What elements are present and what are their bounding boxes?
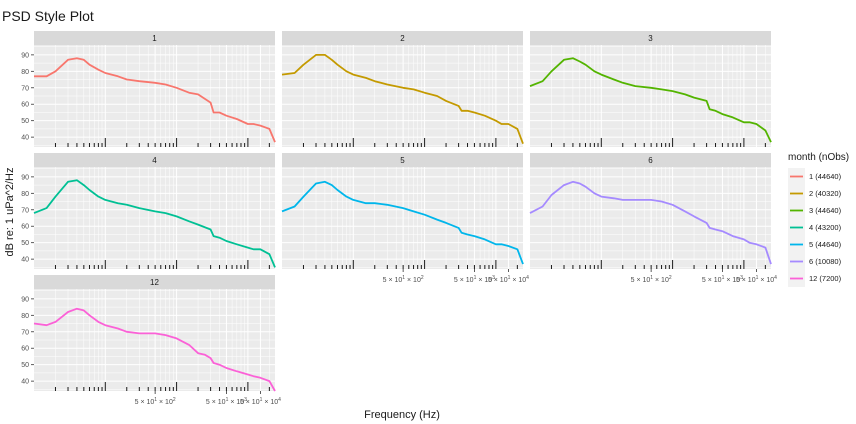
y-tick-label: 90 [21, 174, 29, 181]
y-tick-label: 80 [21, 313, 29, 320]
x-tick-label: 5 × 101 × 102 [135, 397, 176, 406]
x-axis-title: Frequency (Hz) [364, 409, 440, 421]
series-line-1 [34, 57, 276, 143]
facet-strip-6 [530, 153, 771, 167]
facet-strip-label: 6 [648, 156, 653, 165]
chart-title: PSD Style Plot [2, 8, 94, 24]
legend-item-4: 4 (43200) [788, 219, 842, 236]
legend-item-12: 12 (7200) [788, 270, 842, 287]
legend-label: 12 (7200) [809, 274, 842, 283]
legend-label: 5 (44640) [809, 240, 842, 249]
legend-label: 6 (10080) [809, 257, 842, 266]
y-tick-label: 40 [21, 135, 29, 142]
legend-item-6: 6 (10080) [788, 253, 842, 270]
facet-strip-4 [34, 153, 275, 167]
facet-strip-label: 4 [152, 156, 157, 165]
x-tick-label: 5 × 101 × 102 [631, 275, 672, 284]
series-line-5 [281, 180, 524, 265]
y-tick-label: 70 [21, 207, 29, 214]
facet-strip-label: 5 [400, 156, 405, 165]
facet-strip-2 [282, 31, 523, 45]
facet-panel-4: 4 40 50 60 70 80 90 [21, 153, 276, 269]
y-tick-label: 50 [21, 240, 29, 247]
x-tick-label: 5 × 101 × 104 [488, 275, 529, 284]
series-line-4 [33, 179, 276, 268]
x-tick-label: 5 × 101 × 104 [240, 397, 281, 406]
facet-panel-3: 3 [529, 31, 772, 147]
y-tick-label: 60 [21, 346, 29, 353]
series-line-12 [33, 307, 276, 392]
facet-strip-label: 2 [400, 34, 405, 43]
x-tick-label: 5 × 101 × 103 [206, 397, 247, 406]
x-tick-label: 5 × 101 × 103 [702, 275, 743, 284]
facet-strip-label: 1 [152, 34, 157, 43]
facet-panel-12: 12 40 50 60 70 80 90 5 × 101 × 102 5 × 101 × 103… [21, 275, 281, 406]
y-tick-label: 60 [21, 224, 29, 231]
legend-item-5: 5 (44640) [788, 236, 842, 253]
facet-strip-3 [530, 31, 771, 45]
facet-strip-label: 3 [648, 34, 653, 43]
legend-label: 2 (40320) [809, 189, 842, 198]
legend: month (nObs) 1 (44640) 2 (40320) 3 (44640)… [788, 152, 849, 287]
legend-item-3: 3 (44640) [788, 202, 842, 219]
facet-strip-1 [34, 31, 275, 45]
y-tick-label: 90 [21, 52, 29, 59]
y-tick-label: 50 [21, 362, 29, 369]
y-tick-label: 60 [21, 102, 29, 109]
facet-strip-5 [282, 153, 523, 167]
y-tick-label: 80 [21, 191, 29, 198]
y-tick-label: 70 [21, 329, 29, 336]
facet-panel-1: 1 40 50 60 70 80 90 [21, 31, 276, 147]
legend-label: 4 (43200) [809, 223, 842, 232]
legend-title: month (nObs) [788, 152, 849, 163]
series-line-3 [529, 57, 772, 143]
y-tick-label: 80 [21, 69, 29, 76]
x-tick-label: 5 × 101 × 103 [454, 275, 495, 284]
y-tick-label: 70 [21, 85, 29, 92]
series-line-2 [281, 54, 524, 145]
x-tick-label: 5 × 101 × 104 [736, 275, 777, 284]
legend-item-1: 1 (44640) [788, 168, 842, 185]
series-line-6 [529, 180, 772, 265]
facet-strip-12 [34, 275, 275, 289]
legend-label: 3 (44640) [809, 206, 842, 215]
y-tick-label: 40 [21, 379, 29, 386]
y-tick-label: 90 [21, 296, 29, 303]
x-tick-label: 5 × 101 × 102 [383, 275, 424, 284]
facet-strip-label: 12 [150, 278, 159, 287]
legend-label: 1 (44640) [809, 172, 842, 181]
facet-panels: 1 40 50 60 70 80 90 2 3 4 40 50 60 70 80 90 5 5 × 101 × 1… [21, 31, 777, 406]
y-tick-label: 40 [21, 257, 29, 264]
legend-item-2: 2 (40320) [788, 185, 842, 202]
y-tick-label: 50 [21, 118, 29, 125]
facet-panel-2: 2 [281, 31, 524, 147]
y-axis-title: dB re: 1 uPa^2/Hz [4, 168, 16, 257]
